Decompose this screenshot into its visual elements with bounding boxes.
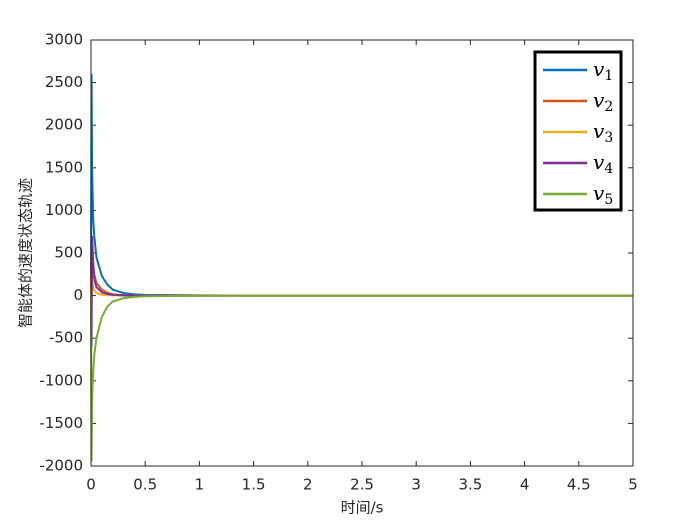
x-tick-label: 0.5 [133, 476, 157, 494]
axes-box [90, 39, 634, 467]
x-tick-label: 2 [303, 476, 313, 494]
x-tick-label: 2.5 [350, 476, 374, 494]
y-tick-label: 2000 [45, 116, 83, 134]
y-tick-label: -1000 [39, 371, 83, 389]
x-axis-label: 时间/s [341, 499, 384, 517]
x-tick-label: 4 [520, 476, 530, 494]
y-tick-label: 0 [73, 286, 83, 304]
x-tick-label: 4.5 [567, 476, 591, 494]
x-tick-label: 3.5 [458, 476, 482, 494]
y-tick-label: -2000 [39, 457, 83, 475]
legend-label: v1 [593, 57, 613, 85]
x-tick-label: 0 [86, 476, 96, 494]
legend-label: v2 [593, 88, 613, 116]
legend-label: v5 [593, 181, 613, 209]
y-tick-label: 3000 [45, 31, 83, 49]
y-tick-label: 500 [54, 244, 83, 262]
y-tick-label: -500 [49, 329, 83, 347]
legend-label: v3 [593, 119, 613, 147]
x-tick-label: 1.5 [242, 476, 266, 494]
line [90, 294, 633, 462]
legend-label: v4 [593, 150, 613, 178]
y-tick-label: 1500 [45, 158, 83, 176]
y-axis-label: 智能体的速度状态轨迹 [17, 178, 35, 328]
y-tick-label: 1000 [45, 201, 83, 219]
y-tick-label: -1500 [39, 414, 83, 432]
y-tick-label: 2500 [45, 73, 83, 91]
x-tick-label: 1 [195, 476, 205, 494]
x-tick-label: 3 [411, 476, 421, 494]
x-tick-label: 5 [628, 476, 638, 494]
